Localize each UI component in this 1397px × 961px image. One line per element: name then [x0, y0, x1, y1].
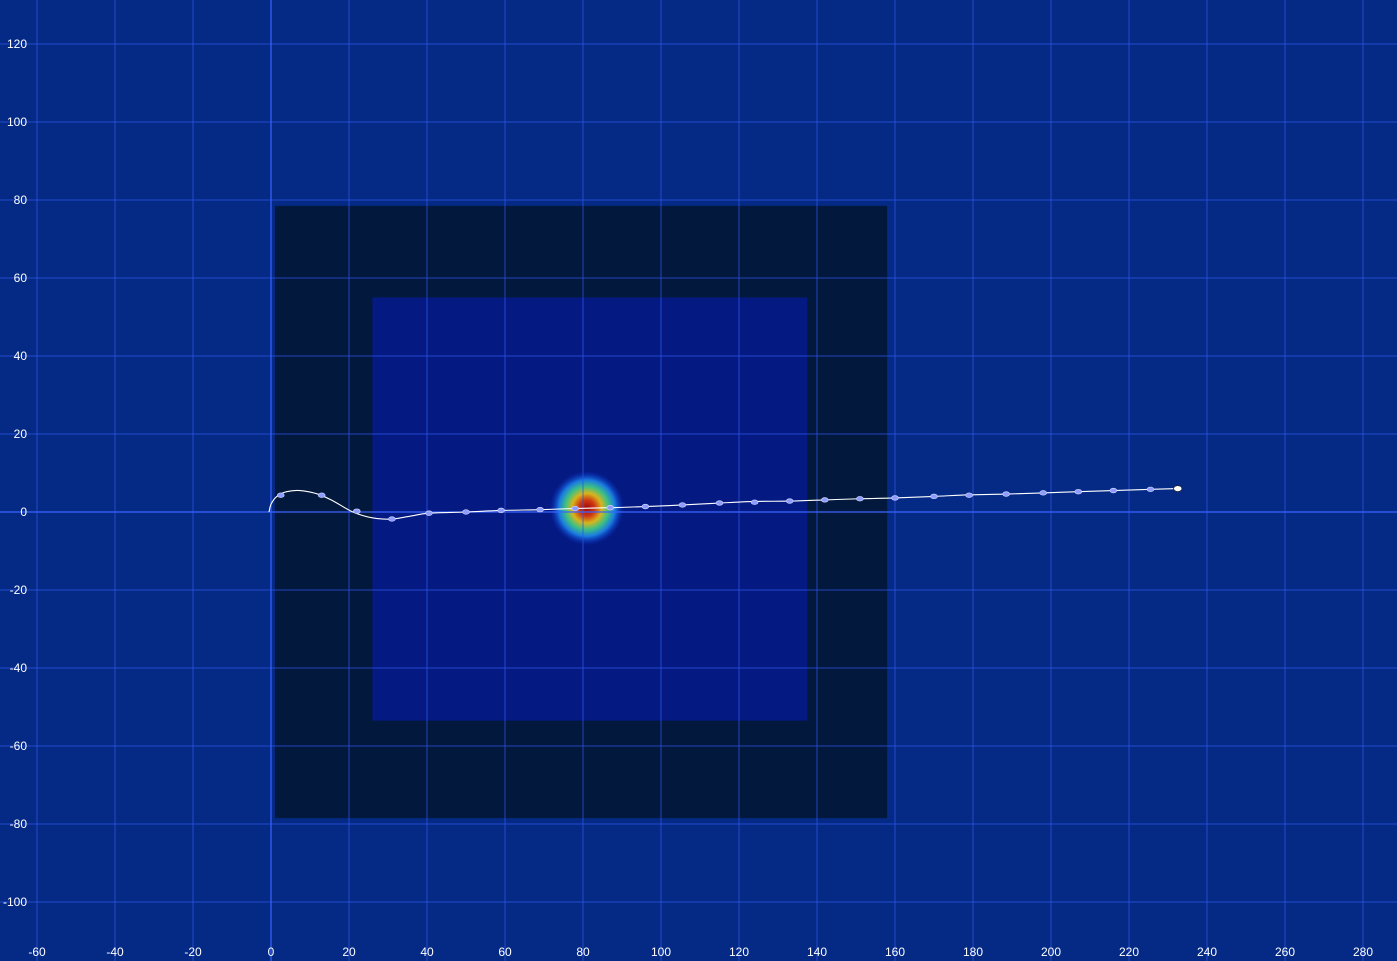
trajectory-marker — [965, 492, 973, 498]
x-tick-label: -40 — [106, 945, 124, 959]
x-tick-label: 140 — [807, 945, 827, 959]
trajectory-marker — [425, 510, 433, 516]
y-tick-label: 0 — [20, 505, 27, 519]
trajectory-marker — [277, 492, 285, 498]
x-tick-label: 180 — [963, 945, 983, 959]
trajectory-marker — [891, 495, 899, 501]
trajectory-end-marker — [1173, 485, 1183, 493]
trajectory-marker — [388, 516, 396, 522]
trajectory-marker — [750, 499, 759, 505]
y-tick-label: 80 — [14, 193, 28, 207]
x-tick-label: 120 — [729, 945, 749, 959]
trajectory-marker — [641, 503, 650, 510]
x-tick-label: -60 — [28, 945, 46, 959]
trajectory-marker — [497, 507, 505, 514]
trajectory-marker — [536, 507, 544, 513]
trajectory-marker — [821, 497, 829, 503]
y-tick-label: -80 — [10, 817, 28, 831]
trajectory-marker — [571, 505, 579, 512]
y-tick-label: 100 — [7, 115, 27, 129]
y-tick-label: -100 — [3, 895, 27, 909]
x-tick-label: 200 — [1041, 945, 1061, 959]
x-tick-label: 220 — [1119, 945, 1139, 959]
trajectory-marker — [930, 493, 938, 500]
x-tick-label: 280 — [1353, 945, 1373, 959]
x-tick-label: 260 — [1275, 945, 1295, 959]
y-tick-label: -20 — [10, 583, 28, 597]
y-tick-label: 120 — [7, 37, 27, 51]
trajectory-marker — [462, 509, 470, 515]
trajectory-marker — [715, 500, 724, 506]
trajectory-marker — [1146, 486, 1155, 493]
trajectory-marker — [678, 502, 687, 508]
y-tick-label: 60 — [14, 271, 28, 285]
trajectory-marker — [856, 496, 864, 502]
x-tick-label: 60 — [498, 945, 512, 959]
trajectory-marker — [1039, 490, 1047, 496]
x-tick-label: 40 — [420, 945, 434, 959]
x-tick-label: 240 — [1197, 945, 1217, 959]
x-tick-label: 80 — [576, 945, 590, 959]
y-tick-label: -40 — [10, 661, 28, 675]
y-tick-label: -60 — [10, 739, 28, 753]
trajectory-marker — [785, 498, 794, 504]
x-tick-label: 100 — [651, 945, 671, 959]
y-tick-label: 40 — [14, 349, 28, 363]
trajectory-marker — [353, 508, 361, 514]
trajectory-marker — [1109, 487, 1118, 494]
trajectory-marker — [1002, 491, 1010, 497]
x-tick-label: 0 — [268, 945, 275, 959]
trajectory-marker — [606, 505, 615, 511]
x-tick-label: -20 — [184, 945, 202, 959]
trajectory-marker — [1074, 489, 1083, 495]
x-tick-label: 20 — [342, 945, 356, 959]
trajectory-marker — [317, 492, 326, 498]
x-tick-label: 160 — [885, 945, 905, 959]
y-tick-label: 20 — [14, 427, 28, 441]
